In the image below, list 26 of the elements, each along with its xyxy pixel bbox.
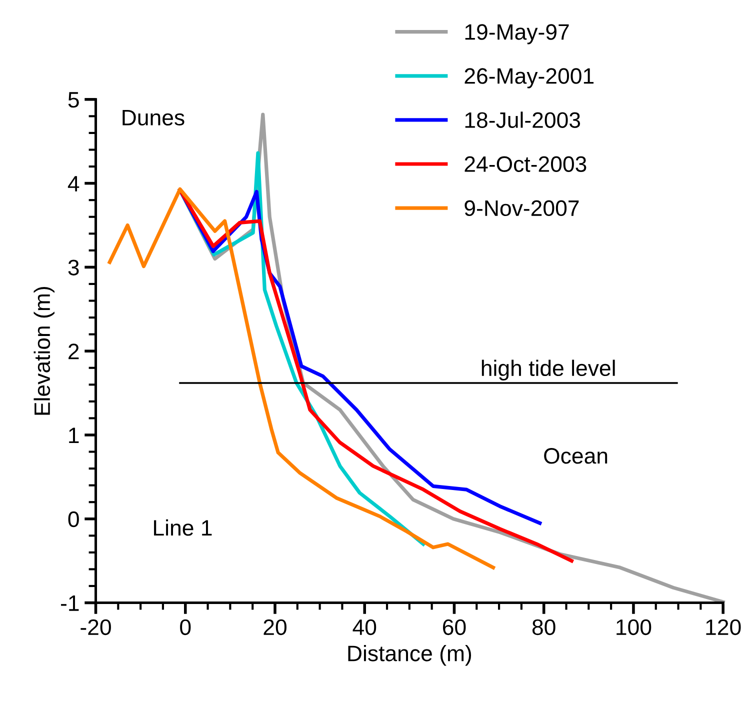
y-tick-label: 1: [69, 428, 79, 444]
annotation: Ocean: [544, 448, 608, 464]
x-tick-label: 120: [706, 619, 741, 636]
y-tick-label: 4: [68, 176, 80, 192]
annotation: high tide level: [482, 360, 615, 380]
x-axis-title: Distance (m): [348, 645, 472, 666]
x-tick-label: 20: [264, 619, 286, 636]
x-tick-label: 40: [352, 619, 376, 636]
legend-label: 24-Oct-2003: [464, 156, 586, 172]
legend-label: 26-May-2001: [464, 68, 594, 88]
legend-label: 18-Jul-2003: [465, 112, 580, 128]
y-tick-label: 5: [68, 92, 79, 108]
y-axis-title: Elevation (m): [34, 287, 54, 415]
annotation: Dunes: [122, 110, 184, 126]
x-tick-label: 100: [616, 619, 652, 636]
x-tick-label: -20: [80, 619, 111, 636]
y-tick-label: 0: [68, 511, 79, 528]
legend-label: 9-Nov-2007: [464, 200, 579, 216]
x-tick-label: 0: [180, 619, 191, 636]
y-tick-label: 3: [68, 260, 79, 276]
x-tick-label: 80: [532, 619, 556, 636]
y-tick-label: 2: [68, 344, 79, 360]
x-tick-label: 60: [443, 619, 466, 636]
y-tick-label: -1: [61, 596, 79, 611]
annotation: Line 1: [154, 519, 212, 536]
legend-label: 19-May-97: [465, 24, 569, 44]
